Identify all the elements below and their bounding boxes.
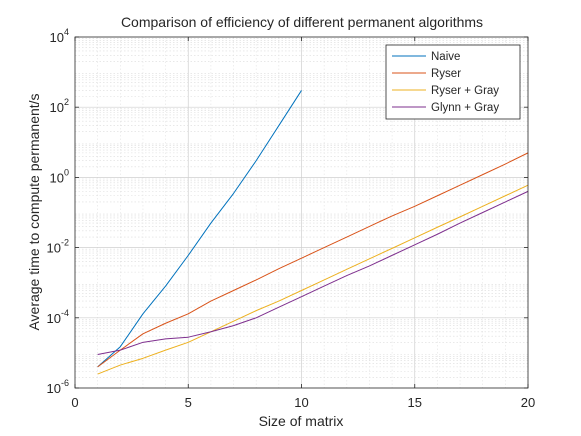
x-tick-label: 0 [71, 395, 78, 410]
y-tick-label: 10-2 [47, 238, 69, 256]
x-axis-label: Size of matrix [259, 413, 344, 429]
series-line-ryser [97, 152, 529, 368]
legend-entry-label: Glynn + Gray [431, 102, 499, 114]
axis-ticks [74, 36, 529, 389]
legend-entry-label: Ryser [431, 68, 461, 80]
y-tick-label: 104 [50, 27, 69, 45]
series-line-glynn-gray [97, 190, 529, 356]
x-tick-label: 5 [185, 395, 192, 410]
x-tick-label: 10 [294, 395, 308, 410]
series-line-naive [97, 90, 302, 368]
y-tick-label: 10-6 [47, 378, 69, 396]
y-tick-label: 10-4 [47, 308, 69, 326]
x-tick-label: 15 [408, 395, 422, 410]
y-tick-label: 100 [50, 167, 69, 185]
legend: Naive Ryser Ryser + Gray Glynn + Gray [385, 44, 521, 120]
y-tick-labels: 10-6 10-4 10-2 100 102 104 [47, 27, 69, 396]
x-tick-label: 20 [521, 395, 535, 410]
y-axis-label: Average time to compute permanent/s [26, 93, 42, 330]
series-layer [97, 90, 529, 375]
series-line-ryser-gray [97, 184, 529, 375]
legend-entry-label: Naive [431, 51, 460, 63]
legend-entry-label: Ryser + Gray [431, 85, 499, 97]
y-tick-label: 102 [50, 97, 69, 115]
chart-title: Comparison of efficiency of different pe… [121, 14, 483, 30]
x-tick-labels: 0 5 10 15 20 [71, 395, 535, 410]
